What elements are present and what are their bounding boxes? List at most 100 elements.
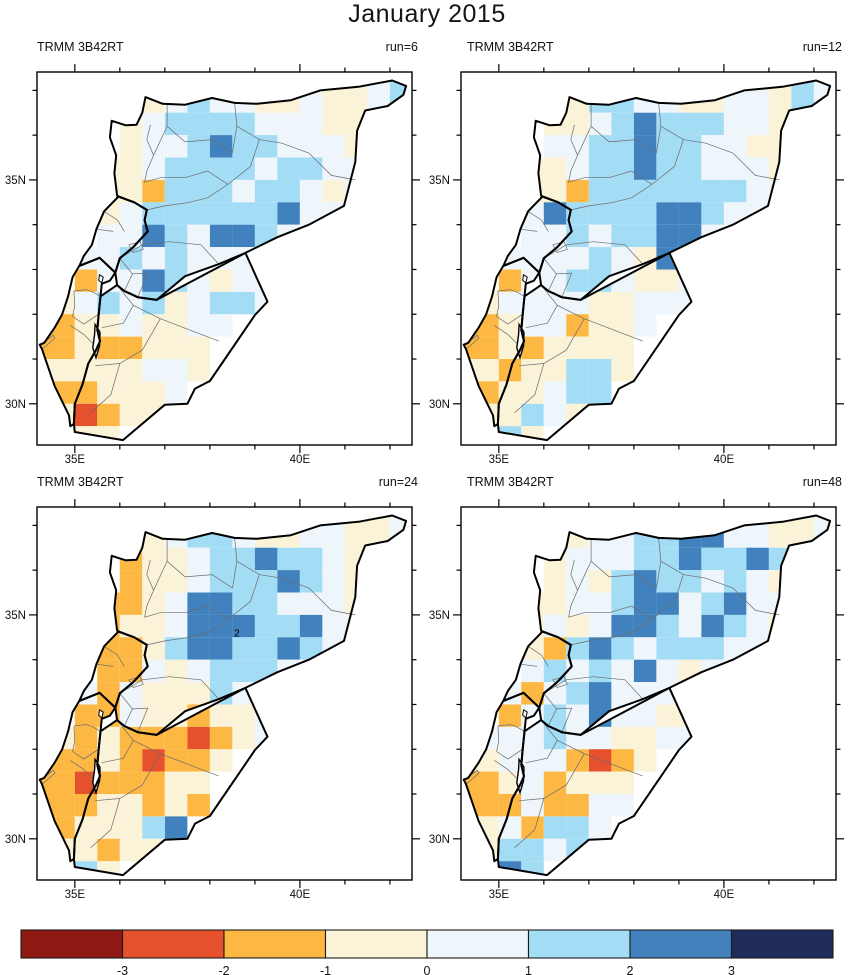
lon-tick-label: 40E bbox=[290, 889, 311, 901]
admin-boundary bbox=[514, 363, 545, 414]
map-run48: 35E 40E 35N 30N bbox=[429, 499, 844, 901]
admin-boundary bbox=[70, 760, 94, 779]
admin-boundary bbox=[577, 539, 592, 591]
colorbar-segment bbox=[324, 929, 428, 959]
lebanon-border bbox=[502, 195, 573, 274]
admin-boundary bbox=[90, 798, 121, 849]
lon-tick-label: 40E bbox=[714, 454, 735, 466]
map-run24: 35E 40E 35N 30N 2 bbox=[5, 499, 420, 901]
admin-boundary bbox=[144, 605, 229, 620]
admin-boundary bbox=[236, 560, 356, 616]
lon-tick-label: 35E bbox=[489, 889, 510, 901]
colorbar-tick-label: -2 bbox=[218, 964, 229, 975]
colorbar: -3 -2 -1 0 1 2 3 bbox=[0, 905, 854, 975]
admin-boundary bbox=[543, 676, 644, 700]
map-frame bbox=[460, 71, 837, 446]
colorbar-segment bbox=[527, 929, 631, 959]
run-label: run=6 bbox=[385, 40, 418, 54]
admin-boundary bbox=[119, 241, 220, 265]
admin-boundary bbox=[590, 537, 662, 589]
map-run12: 35E 40E 35N 30N bbox=[429, 64, 844, 466]
colorbar-tick-label: -3 bbox=[117, 964, 128, 975]
map-frame bbox=[36, 506, 413, 881]
lat-tick-label: 35N bbox=[429, 175, 450, 187]
admin-boundary bbox=[119, 693, 133, 727]
admin-boundary bbox=[520, 663, 538, 667]
lon-tick-label: 35E bbox=[65, 889, 86, 901]
admin-boundary bbox=[146, 139, 260, 211]
admin-boundary bbox=[166, 102, 238, 154]
map-panel-run24: 35E 40E 35N 30N 2 TRMM 3B42RT run=24 bbox=[0, 470, 430, 910]
lon-tick-label: 35E bbox=[489, 454, 510, 466]
lebanon-border bbox=[502, 630, 573, 709]
admin-boundary bbox=[144, 170, 229, 185]
map-panel-run12: 35E 40E 35N 30N TRMM 3B42RT run=12 bbox=[424, 35, 854, 475]
lebanon-border bbox=[78, 195, 149, 274]
contour-label: 2 bbox=[234, 628, 240, 639]
lat-tick-label: 30N bbox=[5, 834, 26, 846]
map-frame bbox=[460, 506, 837, 881]
map-layers bbox=[38, 79, 408, 442]
admin-boundary bbox=[95, 753, 161, 802]
admin-boundary bbox=[520, 228, 538, 232]
admin-boundary bbox=[519, 318, 585, 367]
map-panel-run6: 35E 40E 35N 30N TRMM 3B42RT run=6 bbox=[0, 35, 430, 475]
map-panel-run48: 35E 40E 35N 30N TRMM 3B42RT run=48 bbox=[424, 470, 854, 910]
admin-boundary bbox=[496, 289, 525, 325]
admin-boundary bbox=[132, 707, 149, 733]
admin-boundary bbox=[496, 724, 525, 760]
colorbar-tick-label: 3 bbox=[728, 964, 735, 975]
colorbar-segment bbox=[20, 929, 124, 959]
jordan-border bbox=[72, 686, 269, 877]
colorbar-tick-label: 0 bbox=[424, 964, 431, 975]
lat-tick-label: 30N bbox=[429, 834, 450, 846]
map-run6: 35E 40E 35N 30N bbox=[5, 64, 420, 466]
map-layers bbox=[38, 514, 408, 877]
admin-boundary bbox=[90, 363, 121, 414]
colorbar-segment bbox=[730, 929, 834, 959]
admin-boundary bbox=[95, 318, 161, 367]
colorbar-tick-label: -1 bbox=[320, 964, 331, 975]
admin-boundary bbox=[568, 124, 578, 183]
colorbar-tick-label: 2 bbox=[627, 964, 634, 975]
jordan-border bbox=[496, 251, 693, 442]
admin-boundary bbox=[236, 125, 356, 181]
lon-tick-label: 35E bbox=[65, 454, 86, 466]
product-label: TRMM 3B42RT bbox=[37, 40, 124, 54]
lat-tick-label: 35N bbox=[5, 175, 26, 187]
colorbar-segment bbox=[629, 929, 733, 959]
admin-boundary bbox=[660, 125, 780, 181]
admin-boundary bbox=[568, 170, 653, 185]
lat-tick-label: 35N bbox=[5, 610, 26, 622]
lat-tick-label: 35N bbox=[429, 610, 450, 622]
admin-boundary bbox=[570, 139, 684, 211]
colorbar-segment bbox=[121, 929, 225, 959]
admin-boundary bbox=[494, 760, 518, 779]
admin-boundary bbox=[519, 753, 585, 802]
admin-boundary bbox=[527, 211, 549, 232]
admin-boundary bbox=[132, 272, 149, 298]
run-label: run=24 bbox=[378, 475, 418, 489]
admin-boundary bbox=[527, 646, 549, 667]
product-label: TRMM 3B42RT bbox=[37, 475, 124, 489]
admin-boundary bbox=[101, 740, 134, 764]
admin-boundary bbox=[556, 707, 573, 733]
colorbar-segment bbox=[426, 929, 530, 959]
admin-boundary bbox=[525, 740, 558, 764]
product-label: TRMM 3B42RT bbox=[467, 40, 554, 54]
map-layers bbox=[462, 79, 832, 442]
admin-boundary bbox=[101, 305, 134, 329]
admin-boundary bbox=[568, 605, 653, 620]
admin-boundary bbox=[103, 646, 125, 667]
admin-boundary bbox=[556, 272, 573, 298]
colorbar-tick-label: 1 bbox=[525, 964, 532, 975]
lon-tick-label: 40E bbox=[714, 889, 735, 901]
admin-boundary bbox=[70, 325, 94, 344]
admin-boundary bbox=[96, 663, 114, 667]
admin-boundary bbox=[514, 798, 545, 849]
admin-boundary bbox=[166, 537, 238, 589]
admin-boundary bbox=[146, 574, 260, 646]
lon-tick-label: 40E bbox=[290, 454, 311, 466]
lebanon-border bbox=[78, 630, 149, 709]
